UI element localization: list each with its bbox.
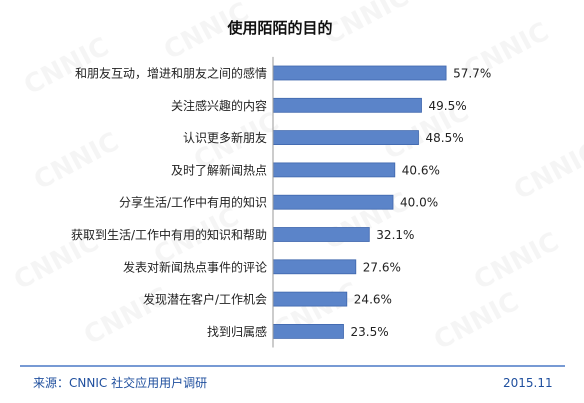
- category-label: 发表对新闻热点事件的评论: [123, 259, 267, 274]
- bar: [272, 130, 419, 146]
- category-label: 及时了解新闻热点: [171, 162, 267, 177]
- bar: [272, 162, 396, 178]
- category-label: 分享生活/工作中有用的知识: [119, 195, 267, 210]
- bar: [272, 97, 422, 113]
- bar: [272, 65, 447, 81]
- watermark-text: CNNIC: [509, 137, 584, 206]
- value-label: 40.0%: [400, 196, 438, 210]
- category-label: 认识更多新朋友: [183, 130, 267, 145]
- chart-title: 使用陌陌的目的: [226, 19, 332, 37]
- value-label: 48.5%: [426, 131, 464, 145]
- category-label: 关注感兴趣的内容: [171, 98, 267, 113]
- value-label: 23.5%: [351, 325, 389, 339]
- date-text: 2015.11: [503, 376, 553, 390]
- source-text: 来源：CNNIC 社交应用用户调研: [33, 375, 207, 390]
- watermark-text: CNNIC: [29, 127, 124, 196]
- value-label: 40.6%: [402, 163, 440, 177]
- watermark-text: CNNIC: [469, 227, 564, 296]
- category-label: 和朋友互动，增进和朋友之间的感情: [75, 66, 267, 81]
- category-label: 找到归属感: [207, 324, 267, 339]
- watermark-text: CNNIC: [429, 287, 524, 356]
- bar: [272, 323, 344, 339]
- value-label: 24.6%: [354, 293, 392, 307]
- bars-layer: 和朋友互动，增进和朋友之间的感情 57.7% 关注感兴趣的内容 49.5% 认识更多新朋…: [71, 66, 491, 339]
- value-label: 27.6%: [363, 260, 401, 274]
- value-label: 49.5%: [429, 99, 467, 113]
- category-label: 获取到生活/工作中有用的知识和帮助: [71, 227, 267, 242]
- bar: [272, 259, 357, 275]
- category-label: 发现潜在客户/工作机会: [143, 292, 267, 307]
- value-label: 57.7%: [453, 67, 491, 81]
- value-label: 32.1%: [376, 228, 414, 242]
- watermark-text: CNNIC: [319, 0, 414, 51]
- bar: [272, 227, 370, 242]
- bar: [272, 291, 348, 307]
- bar: [272, 194, 394, 210]
